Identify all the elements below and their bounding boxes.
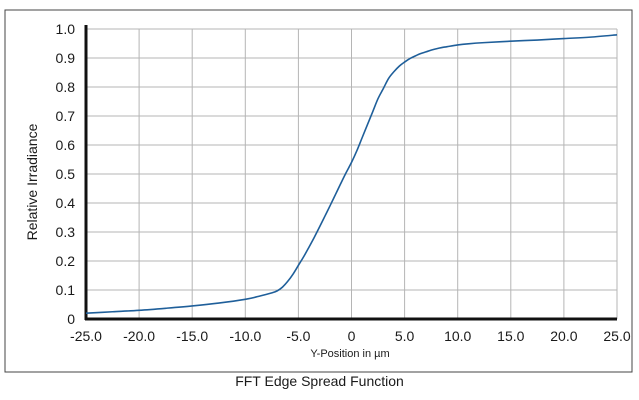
x-tick-label: 25.0	[603, 328, 630, 344]
y-axis-title: Relative Irradiance	[24, 123, 40, 240]
y-tick-label: 0.8	[56, 79, 76, 95]
x-tick-label: -20.0	[123, 328, 155, 344]
y-tick-label: 0.3	[56, 224, 76, 240]
x-tick-label: -25.0	[70, 328, 102, 344]
y-tick-label: 0.5	[56, 166, 76, 182]
chart-caption: FFT Edge Spread Function	[0, 373, 639, 389]
x-tick-label: -15.0	[176, 328, 208, 344]
x-tick-label: 0	[348, 328, 356, 344]
y-tick-label: 1.0	[56, 21, 76, 37]
tick-label-layer: -25.0 -20.0 -15.0 -10.0 -5.0 0 5.0 10.0 15.0 20.0…	[56, 21, 631, 344]
x-axis-title: Y-Position in µm	[310, 348, 389, 360]
y-tick-label: 0.6	[56, 137, 76, 153]
y-tick-label: 0.9	[56, 50, 76, 66]
x-tick-label: 20.0	[550, 328, 577, 344]
x-tick-label: -10.0	[229, 328, 261, 344]
y-tick-label: 0.1	[56, 282, 76, 298]
x-tick-label: 10.0	[444, 328, 471, 344]
x-tick-label: 15.0	[497, 328, 524, 344]
x-tick-label: 5.0	[395, 328, 415, 344]
grid-layer	[86, 29, 617, 319]
y-tick-label: 0.2	[56, 253, 76, 269]
y-tick-label: 0	[67, 311, 75, 327]
x-tick-label: -5.0	[286, 328, 310, 344]
y-tick-label: 0.4	[56, 195, 76, 211]
y-tick-label: 0.7	[56, 108, 76, 124]
